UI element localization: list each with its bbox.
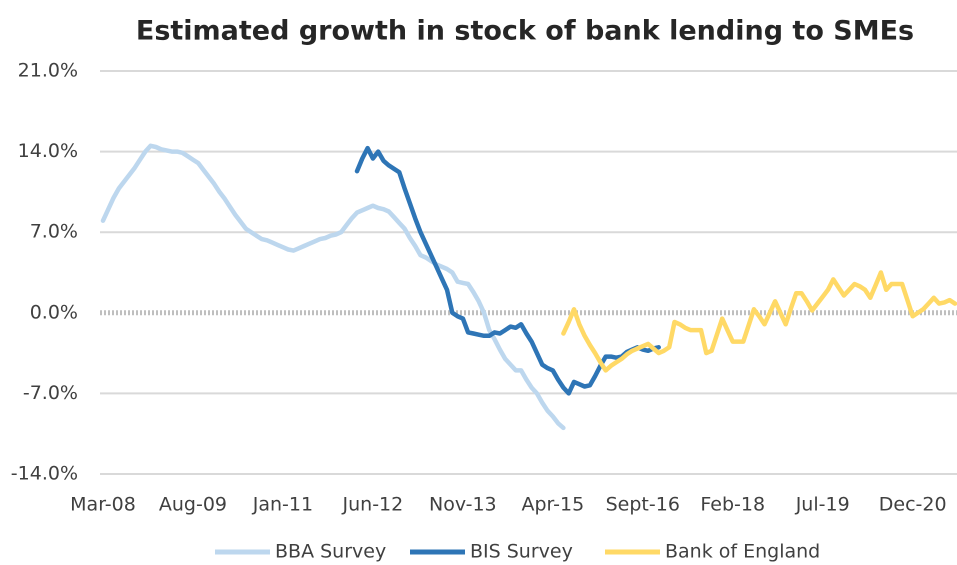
x-tick-label: Mar-08 [70,494,136,516]
x-tick-label: Nov-13 [429,494,497,516]
x-tick-label: Apr-15 [521,494,584,516]
x-tick-label: Jun-12 [342,494,404,516]
x-tick-label: Feb-18 [700,494,765,516]
series-line [100,143,566,431]
x-tick-label: Sept-16 [606,494,680,516]
chart-title: Estimated growth in stock of bank lendin… [136,16,914,47]
series-line [561,270,957,373]
legend-label: BBA Survey [275,541,386,563]
y-tick-label: 0.0% [30,301,78,323]
y-tick-label: -14.0% [11,463,78,485]
x-tick-label: Jan-11 [252,494,313,516]
y-tick-label: 21.0% [18,60,78,82]
y-tick-label: 14.0% [18,140,78,162]
x-tick-label: Dec-20 [879,494,947,516]
y-tick-label: -7.0% [23,382,78,404]
series-line [354,145,661,396]
y-tick-label: 7.0% [30,221,78,243]
x-tick-label: Aug-09 [159,494,227,516]
legend-label: Bank of England [665,541,820,563]
legend-label: BIS Survey [470,541,573,563]
x-tick-label: Jul-19 [795,494,850,516]
